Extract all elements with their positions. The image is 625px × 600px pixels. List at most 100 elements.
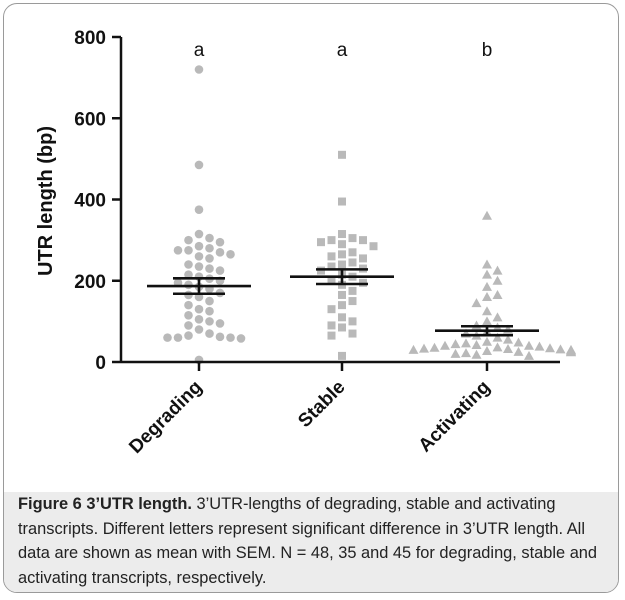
y-tick-label: 400 — [74, 191, 106, 212]
data-point-activating — [451, 349, 461, 358]
data-point-stable — [338, 198, 346, 206]
data-point-activating — [472, 320, 482, 329]
data-point-degrading — [205, 254, 214, 263]
data-point-activating — [482, 292, 492, 301]
data-point-stable — [338, 250, 346, 258]
data-point-stable — [328, 236, 336, 244]
data-point-degrading — [195, 315, 204, 324]
y-tick-label: 600 — [74, 109, 106, 130]
data-point-activating — [482, 337, 492, 346]
data-point-degrading — [184, 301, 193, 310]
data-point-stable — [338, 323, 346, 331]
data-point-degrading — [195, 65, 204, 74]
data-point-degrading — [184, 236, 193, 245]
data-point-stable — [328, 321, 336, 329]
data-point-degrading — [184, 331, 193, 340]
data-point-degrading — [237, 334, 246, 343]
data-point-stable — [349, 248, 357, 256]
data-point-degrading — [184, 321, 193, 330]
data-point-activating — [556, 344, 566, 353]
data-point-stable — [317, 238, 325, 246]
data-point-degrading — [195, 262, 204, 271]
data-point-activating — [482, 316, 492, 325]
data-point-stable — [349, 287, 357, 295]
data-point-degrading — [205, 244, 214, 253]
data-point-degrading — [184, 246, 193, 255]
data-point-degrading — [195, 161, 204, 170]
data-point-stable — [370, 242, 378, 250]
data-point-activating — [514, 347, 524, 356]
data-point-activating — [482, 260, 492, 269]
data-point-degrading — [195, 305, 204, 314]
data-point-stable — [349, 317, 357, 325]
data-point-activating — [419, 344, 429, 353]
data-point-degrading — [184, 260, 193, 269]
data-point-degrading — [195, 242, 204, 251]
data-point-degrading — [195, 325, 204, 334]
data-point-activating — [482, 211, 492, 220]
data-point-degrading — [195, 252, 204, 261]
data-point-degrading — [205, 329, 214, 338]
data-point-stable — [359, 236, 367, 244]
data-point-degrading — [216, 238, 225, 247]
data-point-stable — [338, 352, 346, 360]
data-point-activating — [493, 312, 503, 321]
data-point-degrading — [216, 266, 225, 275]
data-point-degrading — [195, 230, 204, 239]
data-point-degrading — [226, 333, 235, 342]
data-point-degrading — [174, 246, 183, 255]
data-point-activating — [482, 270, 492, 279]
data-point-stable — [338, 313, 346, 321]
data-point-degrading — [205, 297, 214, 306]
y-tick-label: 200 — [74, 272, 106, 293]
data-point-stable — [349, 330, 357, 338]
data-point-activating — [493, 290, 503, 299]
data-point-stable — [338, 301, 346, 309]
data-point-degrading — [205, 307, 214, 316]
data-point-activating — [472, 340, 482, 349]
data-point-degrading — [163, 333, 172, 342]
data-point-activating — [482, 306, 492, 315]
data-point-stable — [338, 151, 346, 159]
x-tick-label: Degrading — [125, 377, 206, 458]
data-point-degrading — [226, 250, 235, 259]
data-point-stable — [349, 297, 357, 305]
y-tick-label: 0 — [95, 353, 106, 374]
significance-letter: a — [337, 40, 348, 61]
data-point-degrading — [184, 311, 193, 320]
data-point-stable — [338, 240, 346, 248]
data-point-stable — [338, 261, 346, 269]
data-point-activating — [545, 343, 555, 352]
y-tick-label: 800 — [74, 28, 106, 49]
data-point-stable — [328, 332, 336, 340]
data-point-degrading — [205, 317, 214, 326]
data-point-activating — [440, 341, 450, 350]
data-point-activating — [503, 344, 513, 353]
data-point-degrading — [216, 333, 225, 342]
data-point-stable — [338, 291, 346, 299]
data-point-degrading — [216, 248, 225, 257]
data-point-activating — [535, 342, 545, 351]
data-point-activating — [493, 276, 503, 285]
data-point-stable — [338, 230, 346, 238]
data-point-activating — [482, 282, 492, 291]
caption-label: Figure 6 — [18, 495, 82, 513]
data-point-degrading — [205, 234, 214, 243]
data-point-stable — [349, 258, 357, 266]
data-point-activating — [514, 338, 524, 347]
data-point-activating — [493, 342, 503, 351]
data-point-stable — [359, 254, 367, 262]
data-point-activating — [472, 350, 482, 359]
data-point-activating — [451, 339, 461, 348]
data-point-activating — [482, 346, 492, 355]
data-point-degrading — [174, 333, 183, 342]
caption-title: 3’UTR length. — [86, 495, 192, 513]
data-point-stable — [349, 234, 357, 242]
data-point-activating — [524, 351, 534, 360]
data-point-degrading — [195, 205, 204, 214]
significance-letter: a — [194, 40, 205, 61]
y-axis-label: UTR length (bp) — [35, 126, 57, 276]
figure-caption: Figure 6 3’UTR length. 3’UTR-lengths of … — [18, 492, 613, 592]
significance-letter: b — [482, 40, 493, 61]
data-point-activating — [461, 338, 471, 347]
